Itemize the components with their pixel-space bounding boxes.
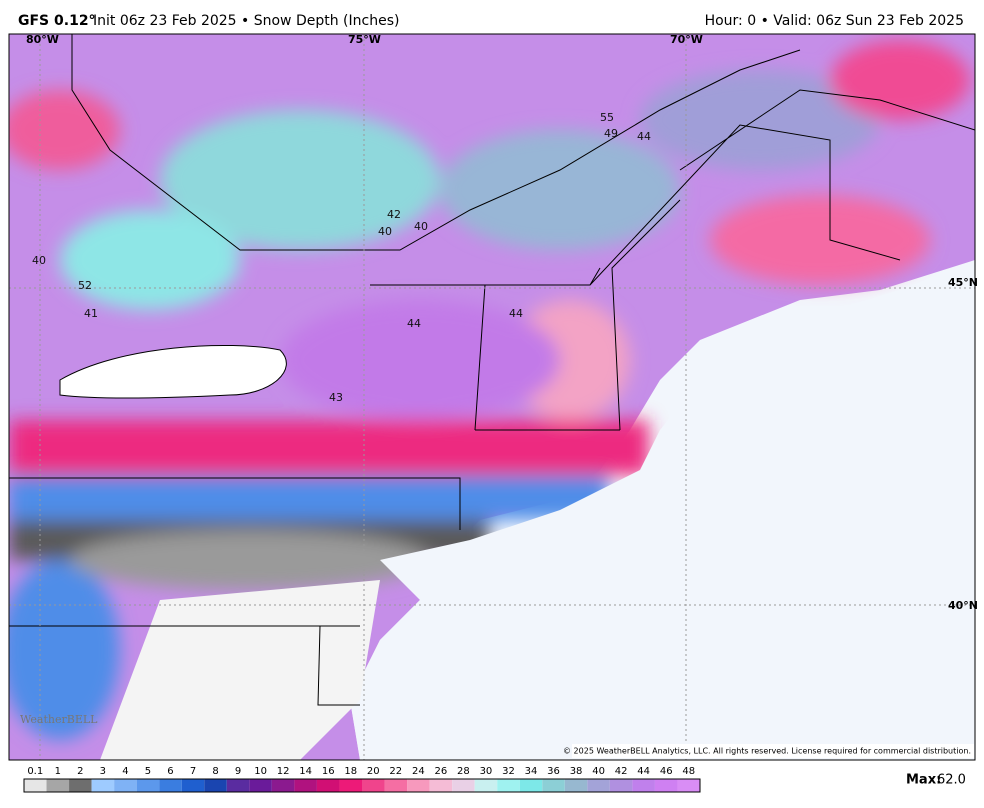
point-value: 52 bbox=[78, 279, 92, 292]
colorbar-swatch bbox=[497, 779, 520, 792]
logo: WeatherBELL bbox=[20, 713, 98, 726]
colorbar-swatch bbox=[159, 779, 182, 792]
colorbar-label: 10 bbox=[254, 766, 267, 777]
point-value: 40 bbox=[32, 254, 46, 267]
colorbar-label: 48 bbox=[682, 766, 695, 777]
colorbar-label: 14 bbox=[299, 766, 312, 777]
colorbar-swatch bbox=[24, 779, 47, 792]
colorbar-swatch bbox=[407, 779, 430, 792]
colorbar-swatch bbox=[294, 779, 317, 792]
colorbar: 0.1 1 2 3 4 5 6 7 8 9 10 12 14 16 18 20 22 24 26 28 30 32 34 36… bbox=[23, 766, 701, 793]
colorbar-swatch bbox=[249, 779, 272, 792]
colorbar-swatch bbox=[316, 779, 340, 792]
snow-shading bbox=[9, 40, 970, 740]
colorbar-swatch bbox=[677, 779, 700, 792]
point-value: 49 bbox=[604, 127, 618, 140]
lake-ontario bbox=[59, 344, 287, 399]
colorbar-swatch bbox=[181, 779, 205, 792]
valid-info: Hour: 0 • Valid: 06z Sun 23 Feb 2025 bbox=[705, 13, 964, 29]
point-value: 42 bbox=[387, 208, 401, 221]
colorbar-label: 5 bbox=[145, 766, 151, 777]
colorbar-swatch bbox=[136, 779, 160, 792]
point-value: 41 bbox=[84, 307, 98, 320]
colorbar-label: 42 bbox=[615, 766, 628, 777]
colorbar-swatch bbox=[46, 779, 70, 792]
colorbar-swatch bbox=[474, 779, 498, 792]
colorbar-label: 32 bbox=[502, 766, 515, 777]
colorbar-label: 1 bbox=[55, 766, 61, 777]
colorbar-swatch bbox=[632, 779, 655, 792]
colorbar-label: 20 bbox=[367, 766, 380, 777]
point-value: 40 bbox=[378, 225, 392, 238]
colorbar-swatch bbox=[654, 779, 678, 792]
colorbar-label: 4 bbox=[122, 766, 128, 777]
lat-label: 40°N bbox=[948, 599, 978, 612]
colorbar-label: 44 bbox=[637, 766, 650, 777]
colorbar-swatch bbox=[362, 779, 385, 792]
colorbar-swatch bbox=[384, 779, 408, 792]
colorbar-swatch bbox=[609, 779, 633, 792]
colorbar-label: 2 bbox=[77, 766, 83, 777]
colorbar-label: 24 bbox=[412, 766, 425, 777]
colorbar-label: 46 bbox=[660, 766, 673, 777]
point-value: 43 bbox=[329, 391, 343, 404]
ocean-fill bbox=[350, 260, 975, 760]
point-value: 44 bbox=[407, 317, 421, 330]
colorbar-swatch bbox=[114, 779, 137, 792]
colorbar-swatch bbox=[429, 779, 453, 792]
colorbar-frame bbox=[23, 778, 701, 793]
lon-label: 75°W bbox=[348, 33, 381, 46]
colorbar-label: 34 bbox=[525, 766, 538, 777]
point-value: 44 bbox=[637, 130, 651, 143]
colorbar-swatch bbox=[69, 779, 92, 792]
colorbar-label: 28 bbox=[457, 766, 470, 777]
colorbar-label: 30 bbox=[480, 766, 493, 777]
borders bbox=[9, 34, 975, 706]
colorbar-swatch bbox=[519, 779, 543, 792]
run-info: Init 06z 23 Feb 2025 • Snow Depth (Inche… bbox=[93, 13, 399, 29]
colorbar-label: 12 bbox=[277, 766, 290, 777]
colorbar-swatch bbox=[587, 779, 610, 792]
map-frame bbox=[8, 33, 976, 761]
colorbar-swatch bbox=[91, 779, 115, 792]
max-value: 62.0 bbox=[937, 773, 966, 788]
lon-label: 70°W bbox=[670, 33, 703, 46]
point-value: 44 bbox=[509, 307, 523, 320]
model-title: GFS 0.12° bbox=[18, 13, 96, 29]
colorbar-swatch bbox=[271, 779, 295, 792]
colorbar-swatch bbox=[339, 779, 362, 792]
colorbar-swatch bbox=[452, 779, 475, 792]
colorbar-label: 8 bbox=[212, 766, 218, 777]
colorbar-label: 22 bbox=[389, 766, 402, 777]
colorbar-swatch bbox=[226, 779, 250, 792]
max-label: Max: bbox=[906, 773, 941, 788]
colorbar-swatch bbox=[204, 779, 227, 792]
no-snow bbox=[100, 580, 380, 760]
colorbar-label: 0.1 bbox=[27, 766, 43, 777]
colorbar-label: 7 bbox=[190, 766, 196, 777]
colorbar-label: 18 bbox=[344, 766, 357, 777]
colorbar-swatch bbox=[542, 779, 565, 792]
colorbar-label: 9 bbox=[235, 766, 241, 777]
copyright: © 2025 WeatherBELL Analytics, LLC. All r… bbox=[563, 747, 971, 756]
colorbar-label: 26 bbox=[434, 766, 447, 777]
colorbar-label: 6 bbox=[167, 766, 173, 777]
colorbar-swatch bbox=[564, 779, 588, 792]
lat-label: 45°N bbox=[948, 276, 978, 289]
colorbar-label: 40 bbox=[592, 766, 605, 777]
copyright-bg bbox=[572, 744, 974, 758]
lon-label: 80°W bbox=[26, 33, 59, 46]
colorbar-label: 36 bbox=[547, 766, 560, 777]
colorbar-label: 3 bbox=[100, 766, 106, 777]
point-value: 55 bbox=[600, 111, 614, 124]
point-value: 40 bbox=[414, 220, 428, 233]
map bbox=[9, 34, 975, 760]
colorbar-label: 38 bbox=[570, 766, 583, 777]
colorbar-label: 16 bbox=[322, 766, 335, 777]
